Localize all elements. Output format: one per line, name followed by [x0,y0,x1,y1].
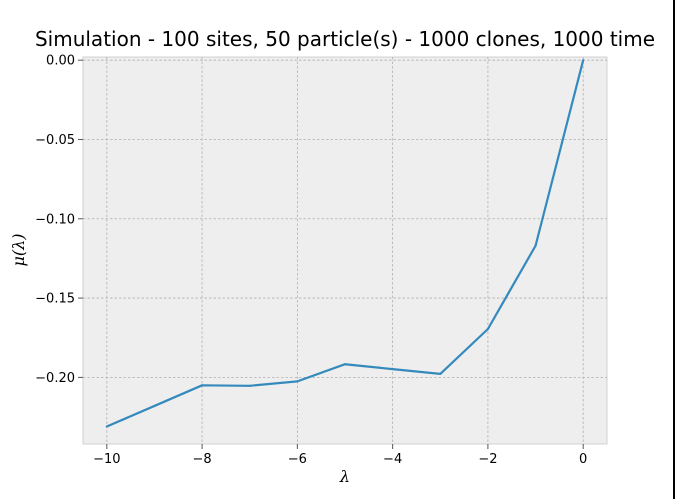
x-tick-label: −2 [478,452,497,467]
y-tick-label: −0.15 [35,292,75,307]
plot-area [82,56,608,445]
x-tick-label: −10 [93,452,120,467]
x-tick-label: −6 [288,452,307,467]
x-tick-label: −8 [193,452,212,467]
data-point [534,244,537,247]
series-layer [105,59,585,428]
y-tick-label: −0.20 [35,371,75,386]
y-tick-label: −0.05 [35,133,75,148]
data-point [391,368,394,371]
data-point [296,380,299,383]
axis-ticks: −10 −8 −6 −4 −2 0 0.00 −0.05 −0.10 −0.15 −0.20 [35,54,587,467]
x-axis-label: λ [339,467,350,486]
y-axis-label: μ(λ) [9,233,28,266]
data-point [343,363,347,366]
y-tick-label: 0.00 [46,54,75,69]
chart-title: Simulation - 100 sites, 50 particle(s) -… [35,27,655,51]
data-point [439,372,442,375]
y-tick-label: −0.10 [35,212,75,227]
data-point [486,327,490,331]
window-edge [673,0,675,499]
data-point [582,59,585,62]
data-point [153,404,156,408]
grid [83,57,607,444]
data-point [105,425,108,428]
data-point [248,384,251,387]
data-point [200,384,204,387]
x-tick-label: 0 [579,452,587,467]
x-tick-label: −4 [383,452,402,467]
